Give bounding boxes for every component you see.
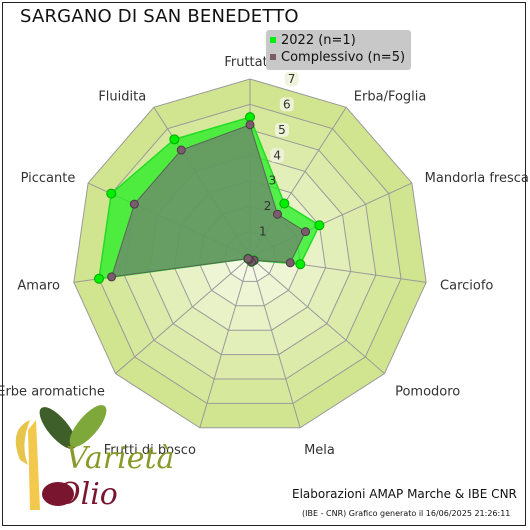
spoke-4 [249,256,385,374]
category-label-10: Fluidita [98,89,146,104]
tick-label-6: 6 [283,97,291,111]
varieta-olio-logo: Varietà Olio [15,405,174,512]
logo-one-body [28,420,40,510]
footer-note: (IBE - CNR) Grafico generato il 16/06/20… [302,509,511,518]
tick-label-7: 7 [288,72,296,86]
category-label-9: Piccante [21,171,76,186]
point-complessivo-7 [243,254,253,264]
legend-label-complessivo: Complessivo (n=5) [281,50,406,65]
logo-olive [42,482,74,506]
category-label-4: Pomodoro [395,385,460,400]
logo-text-varieta: Varietà [66,441,174,476]
tick-label-bg-4 [270,148,285,163]
category-label-5: Mela [304,443,335,458]
logo-one-stroke [15,420,30,465]
point-complessivo-1 [272,209,282,219]
category-label-6: Frutti di bosco [104,443,196,458]
point-2022-10 [169,134,180,145]
point-2022-9 [106,188,117,199]
legend-item-2022: 2022 (n=1) [270,33,356,48]
logo-text-olio: Olio [56,477,118,512]
chart-title: SARGANO DI SAN BENEDETTO [20,6,299,27]
point-2022-3 [295,259,306,270]
legend: 2022 (n=1) Complessivo (n=5) [266,30,411,70]
logo-leaf-left [39,407,77,449]
spoke-7 [115,256,251,374]
legend-item-complessivo: Complessivo (n=5) [270,50,405,65]
spoke-6 [199,256,251,428]
tick-label-5: 5 [278,123,286,137]
tick-label-bg-5 [275,122,289,137]
point-2022-2 [314,220,325,231]
point-complessivo-0 [245,120,255,130]
point-2022-8 [93,273,104,284]
tick-label-1: 1 [259,225,267,239]
tick-label-3: 3 [269,174,277,188]
spoke-5 [249,256,301,428]
point-complessivo-2 [301,227,311,237]
category-label-2: Mandorla fresca [425,171,529,186]
legend-label-2022: 2022 (n=1) [281,33,356,48]
category-label-8: Amaro [17,278,60,293]
point-complessivo-8 [107,272,117,282]
point-complessivo-9 [129,199,139,209]
legend-swatch-complessivo [270,53,276,60]
footer-credit: Elaborazioni AMAP Marche & IBE CNR [292,487,517,501]
logo-leaf-right [69,405,107,447]
point-complessivo-10 [176,145,186,155]
category-label-7: Erbe aromatiche [0,385,105,400]
point-complessivo-3 [285,258,295,268]
category-label-1: Erba/Foglia [354,89,427,104]
tick-label-2: 2 [264,199,272,213]
tick-label-bg-7 [284,72,299,86]
point-2022-1 [279,198,290,209]
category-label-3: Carciofo [440,278,493,293]
tick-label-4: 4 [273,148,281,162]
legend-swatch-2022 [270,36,276,43]
tick-label-bg-6 [279,97,294,112]
category-label-0: Fruttato [224,55,275,70]
